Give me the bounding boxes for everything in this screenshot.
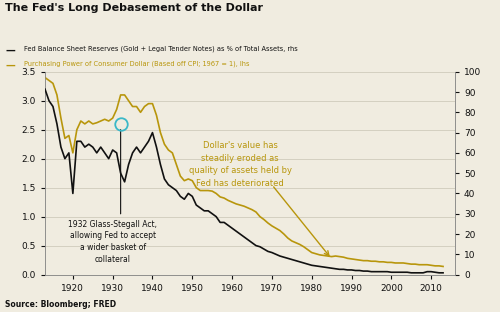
Text: Dollar's value has
steadily eroded as
quality of assets held by
Fed has deterior: Dollar's value has steadily eroded as qu… <box>188 141 292 188</box>
Text: 1932 Glass-Stegall Act,
allowing Fed to accept
a wider basket of
collateral: 1932 Glass-Stegall Act, allowing Fed to … <box>68 220 157 264</box>
Text: Fed Balance Sheet Reserves (Gold + Legal Tender Notes) as % of Total Assets, rhs: Fed Balance Sheet Reserves (Gold + Legal… <box>24 45 298 52</box>
Text: Source: Bloomberg; FRED: Source: Bloomberg; FRED <box>5 300 116 309</box>
Text: Purchasing Power of Consumer Dollar (Based off CPI; 1967 = 1), lhs: Purchasing Power of Consumer Dollar (Bas… <box>24 61 250 67</box>
Text: —: — <box>5 45 15 55</box>
Text: —: — <box>5 61 15 71</box>
Text: The Fed's Long Debasement of the Dollar: The Fed's Long Debasement of the Dollar <box>5 3 263 13</box>
